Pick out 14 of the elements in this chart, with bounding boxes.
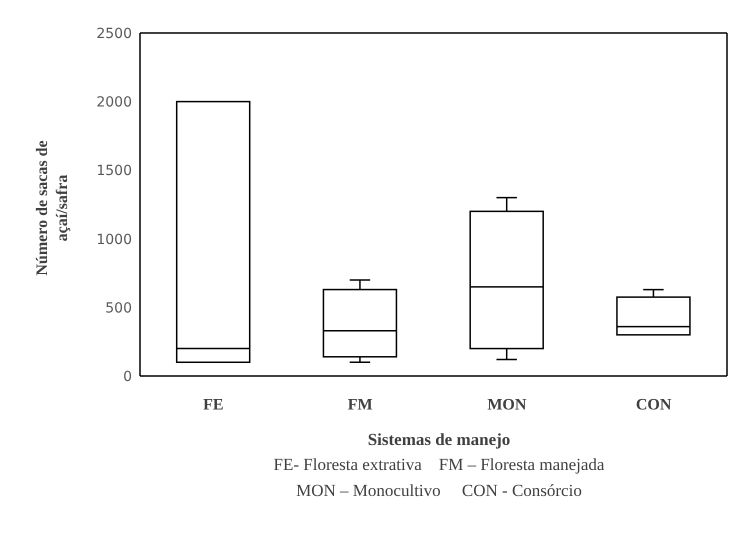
y-axis-title: Número de sacas de açaí/safra [33, 139, 72, 278]
x-tick-label: FE [203, 396, 224, 414]
y-tick-label: 0 [123, 368, 132, 385]
text: MON – Monocultivo CON - Consórcio [295, 480, 583, 502]
y-tick-label: 1500 [96, 163, 132, 180]
y-tick-label: 1000 [96, 232, 132, 248]
y-tick-label: 2500 [96, 26, 132, 42]
x-tick-label: FM [348, 396, 373, 414]
y-tick-label: 500 [105, 300, 132, 316]
y-tick-label: 2000 [96, 94, 132, 111]
x-tick-label: MON [487, 396, 527, 414]
text: FE- Floresta extrativa FM – Floresta manejada [272, 454, 606, 476]
x-tick-label: CON [636, 396, 672, 414]
x-axis-title: Sistemas de manejo [366, 429, 512, 451]
